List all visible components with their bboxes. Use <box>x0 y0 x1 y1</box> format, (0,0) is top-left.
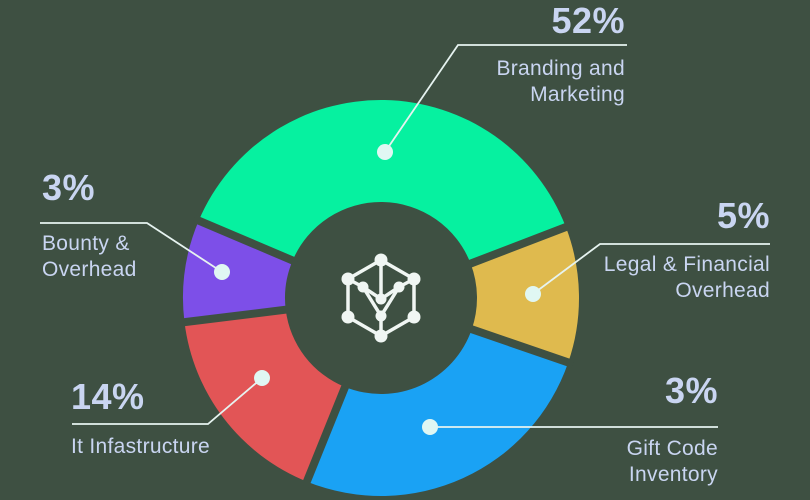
slice-dot-gift-code-inventory <box>422 419 438 435</box>
slice-dot-branding-and-marketing <box>377 144 393 160</box>
slice-gap <box>465 323 575 368</box>
blockchain-cube-icon <box>341 253 421 343</box>
slice-branding-and-marketing <box>198 100 566 264</box>
pct-label-it-infastructure: 14% <box>71 376 145 417</box>
icon-node <box>375 293 387 305</box>
slice-gap <box>179 305 292 327</box>
leader-line-bounty-overhead <box>40 222 223 273</box>
pct-label-bounty-overhead: 3% <box>42 167 96 208</box>
icon-node <box>375 310 387 322</box>
pct-label-branding-and-marketing: 52% <box>551 0 625 41</box>
slice-label-branding-and-marketing: Branding and Marketing <box>496 57 625 106</box>
slice-label-it-infastructure: It Infastructure <box>71 435 211 458</box>
slice-bounty-overhead <box>183 220 293 323</box>
icon-node <box>357 281 369 293</box>
pct-label-gift-code-inventory: 3% <box>664 370 718 411</box>
slice-label-legal-financial-overhead: Legal & Financial Overhead <box>603 253 770 302</box>
leader-line-legal-financial-overhead <box>532 243 770 295</box>
slice-label-bounty-overhead: Bounty & Overhead <box>42 232 137 281</box>
icon-node <box>407 310 421 324</box>
leader-line-it-infastructure <box>72 377 263 425</box>
slice-it-infastructure <box>184 309 346 482</box>
slice-gap <box>192 214 299 267</box>
slice-dot-it-infastructure <box>254 370 270 386</box>
slice-label-gift-code-inventory: Gift Code Inventory <box>626 437 718 486</box>
icon-node <box>374 329 388 343</box>
slice-gap <box>301 380 351 488</box>
icon-edge <box>361 286 383 317</box>
slice-dot-legal-financial-overhead <box>525 286 541 302</box>
icon-edge <box>379 286 401 317</box>
slice-gift-code-inventory <box>306 329 569 496</box>
leader-line-branding-and-marketing <box>384 44 627 153</box>
pct-label-legal-financial-overhead: 5% <box>716 195 770 236</box>
slice-dot-bounty-overhead <box>214 264 230 280</box>
icon-node <box>407 272 421 286</box>
slice-gap <box>464 221 572 270</box>
slice-legal-financial-overhead <box>470 227 579 363</box>
icon-node <box>393 281 405 293</box>
icon-node <box>341 272 355 286</box>
icon-node <box>374 253 388 267</box>
icon-node <box>341 310 355 324</box>
